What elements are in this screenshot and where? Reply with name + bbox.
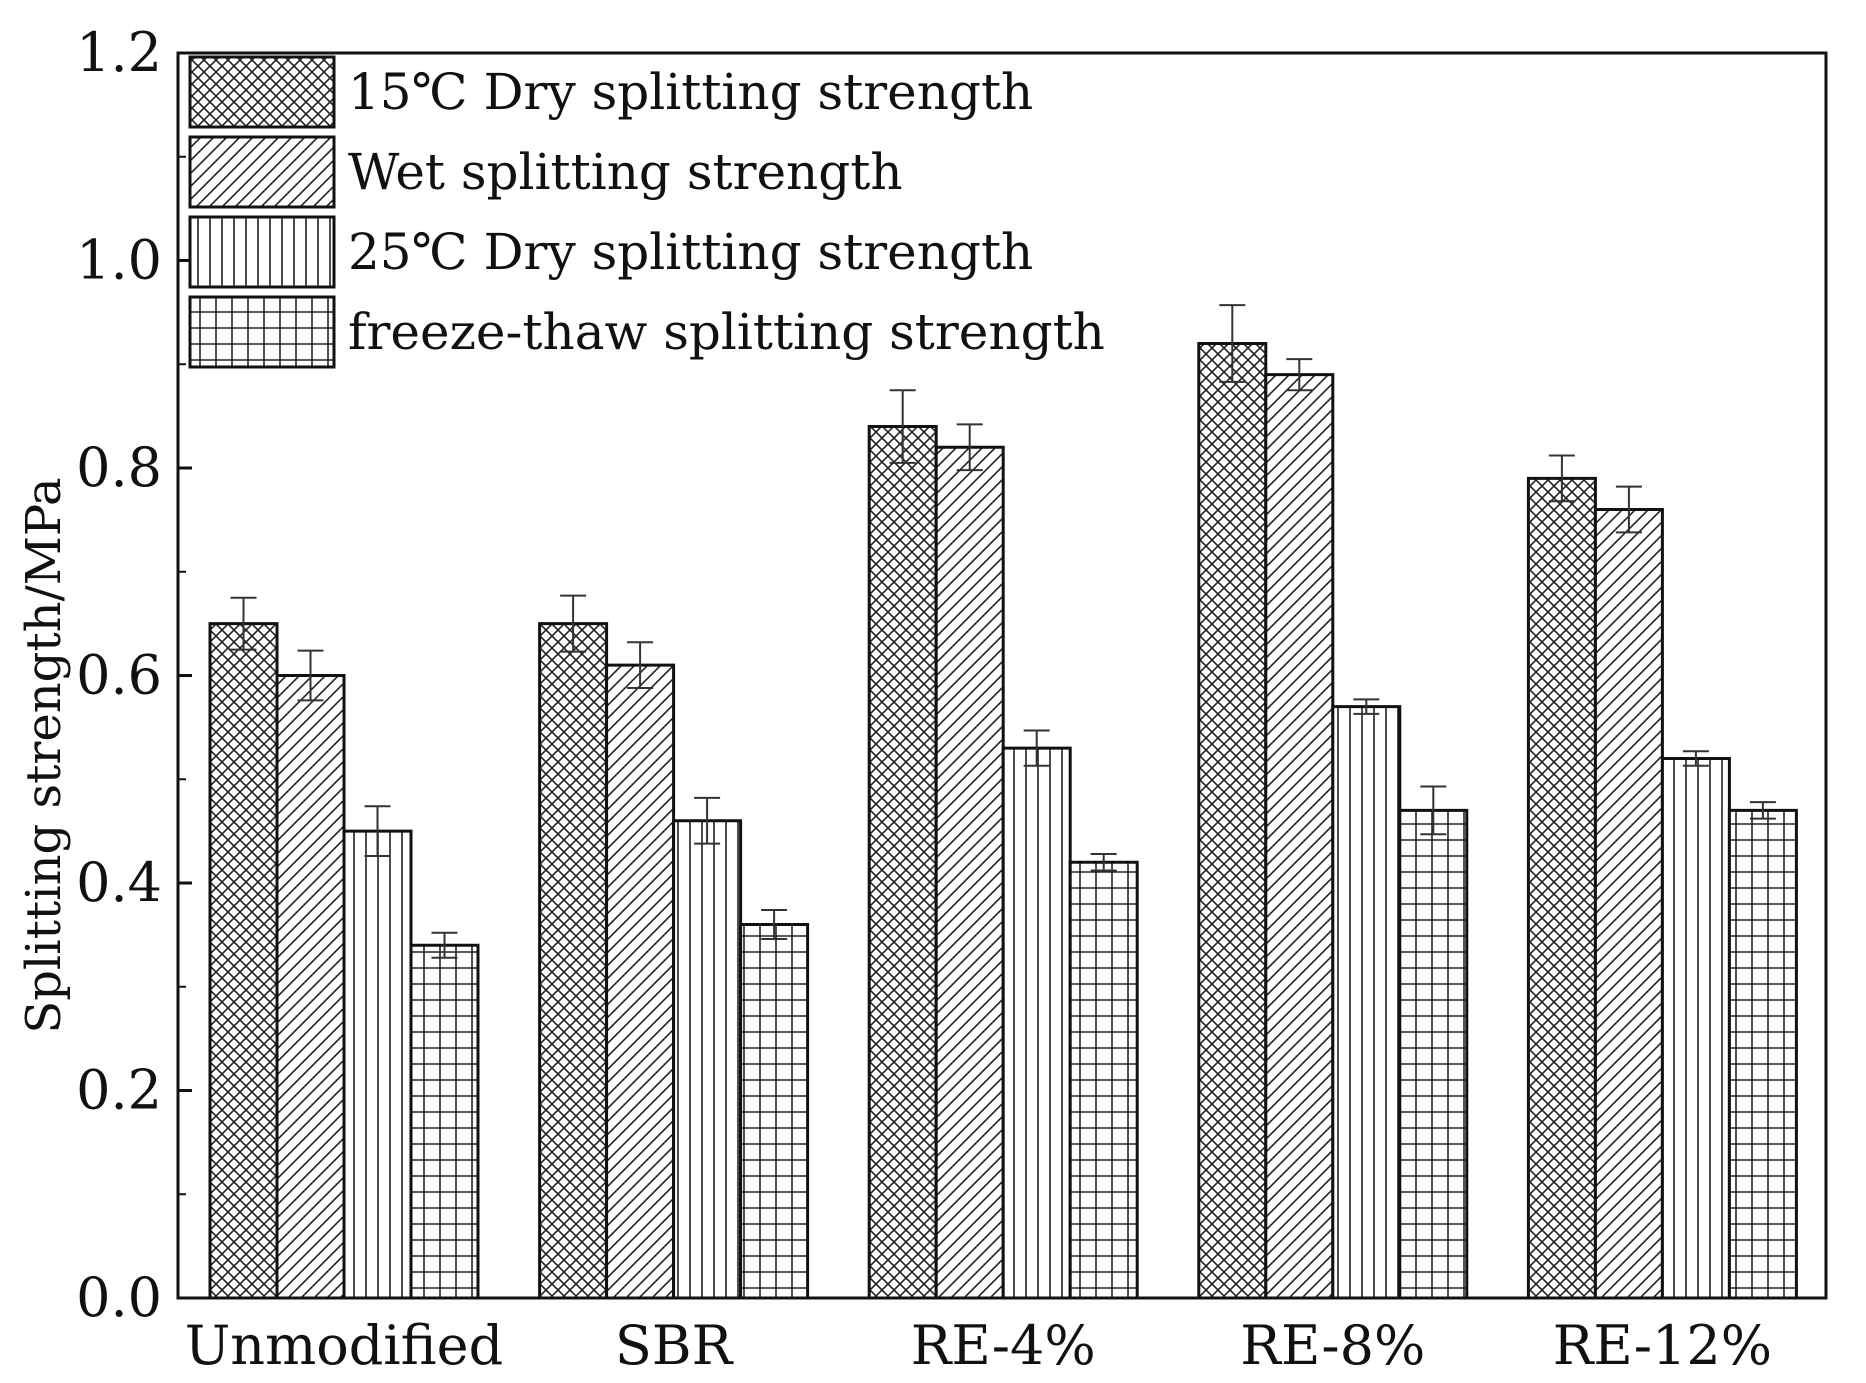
bar-re-12-series-2 <box>1593 508 1664 1300</box>
bar-re-4-series-1 <box>867 425 938 1300</box>
y-tick-label: 0.2 <box>76 1059 162 1122</box>
x-axis-ticks: Unmodified SBR RE-4% RE-8% RE-12% <box>185 1314 1772 1377</box>
bar-re-12-series-4 <box>1727 808 1798 1300</box>
bar-re-4-series-4 <box>1068 860 1139 1300</box>
y-axis-title: Splitting strength/MPa <box>16 477 72 1033</box>
x-tick-label-sbr: SBR <box>615 1314 734 1377</box>
error-bar-re-12-series-2 <box>1615 485 1642 534</box>
bar-re-4-series-2 <box>934 445 1005 1300</box>
legend-swatch-diagonal <box>188 135 336 209</box>
x-tick-label-unmodified: Unmodified <box>185 1314 503 1377</box>
error-bar-re-12-series-3 <box>1682 750 1709 767</box>
error-bar-re-4-series-2 <box>956 423 983 472</box>
x-tick-label-re-12: RE-12% <box>1553 1314 1772 1377</box>
error-bar-unmodified-series-2 <box>297 649 324 702</box>
y-tick-label: 1.0 <box>76 229 162 292</box>
error-bar-re-12-series-4 <box>1749 801 1776 820</box>
error-bars-layer <box>230 304 1776 959</box>
bar-sbr-series-2 <box>605 663 676 1300</box>
bar-re-8-series-2 <box>1264 373 1335 1300</box>
bar-unmodified-series-2 <box>275 674 346 1300</box>
x-tick-label-re-8: RE-8% <box>1240 1314 1425 1377</box>
bar-sbr-series-4 <box>739 923 810 1300</box>
bar-sbr-series-1 <box>538 622 609 1300</box>
bar-unmodified-series-1 <box>208 622 279 1300</box>
legend-label: 25℃ Dry splitting strength <box>348 223 1033 281</box>
error-bar-re-12-series-1 <box>1548 454 1575 503</box>
legend-swatch-grid <box>188 295 336 369</box>
bar-re-12-series-3 <box>1660 757 1731 1300</box>
error-bar-re-8-series-4 <box>1420 785 1447 836</box>
error-bar-unmodified-series-4 <box>431 931 458 959</box>
error-bar-re-8-series-1 <box>1219 304 1246 383</box>
y-tick-label: 0.6 <box>76 644 162 707</box>
legend-item-3: 25℃ Dry splitting strength <box>188 215 1033 289</box>
error-bar-sbr-series-1 <box>560 594 587 653</box>
bar-sbr-series-3 <box>672 819 743 1300</box>
legend-item-2: Wet splitting strength <box>188 135 903 209</box>
legend-swatch-crosshatch <box>188 55 336 129</box>
error-bar-re-4-series-1 <box>889 389 916 464</box>
legend: 15℃ Dry splitting strength Wet splitting … <box>188 55 1105 369</box>
error-bar-unmodified-series-1 <box>230 596 257 651</box>
error-bar-sbr-series-2 <box>627 641 654 689</box>
error-bar-re-8-series-3 <box>1353 698 1380 715</box>
legend-item-4: freeze-thaw splitting strength <box>188 295 1105 369</box>
legend-swatch-vertical <box>188 215 336 289</box>
y-tick-label: 0.4 <box>76 851 162 914</box>
error-bar-re-4-series-4 <box>1090 852 1117 872</box>
bar-re-12-series-1 <box>1526 476 1597 1300</box>
y-tick-label: 0.0 <box>76 1266 162 1329</box>
error-bar-re-4-series-3 <box>1023 729 1050 767</box>
legend-item-1: 15℃ Dry splitting strength <box>188 55 1033 129</box>
y-tick-label: 0.8 <box>76 436 162 499</box>
error-bar-sbr-series-3 <box>694 796 721 845</box>
bar-re-8-series-4 <box>1398 808 1469 1300</box>
bars-layer <box>208 342 1798 1300</box>
legend-label: freeze-thaw splitting strength <box>348 303 1105 361</box>
x-tick-label-re-4: RE-4% <box>911 1314 1096 1377</box>
legend-label: Wet splitting strength <box>348 143 903 201</box>
error-bar-sbr-series-4 <box>761 908 788 941</box>
error-bar-unmodified-series-3 <box>364 805 391 858</box>
bar-re-4-series-3 <box>1001 746 1072 1300</box>
y-tick-label: 1.2 <box>76 21 162 84</box>
bar-re-8-series-3 <box>1331 705 1402 1300</box>
y-axis-ticks: 0.0 0.2 0.4 0.6 0.8 1.0 1.2 <box>76 21 192 1329</box>
error-bar-re-8-series-2 <box>1286 358 1313 392</box>
bar-unmodified-series-4 <box>409 943 480 1300</box>
bar-re-8-series-1 <box>1197 342 1268 1300</box>
legend-label: 15℃ Dry splitting strength <box>348 63 1033 121</box>
bar-unmodified-series-3 <box>342 829 413 1300</box>
